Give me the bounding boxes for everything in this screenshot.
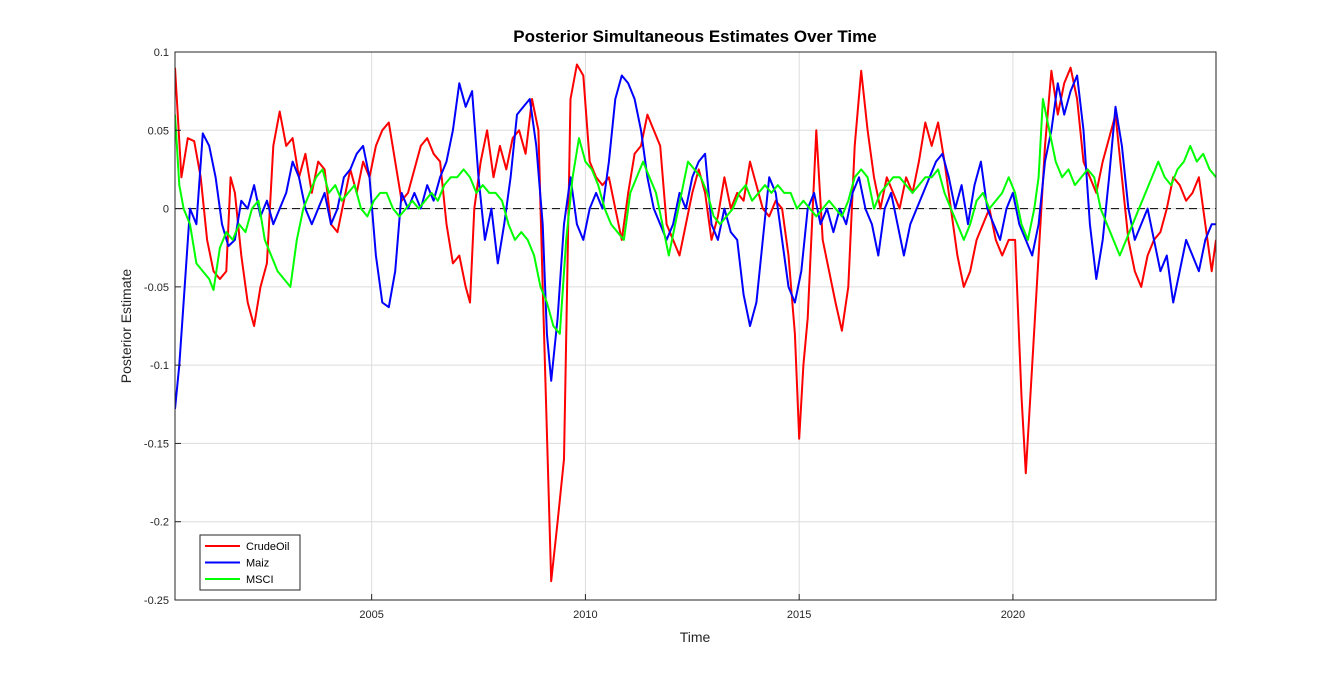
series-line-crudeoil (175, 63, 1216, 583)
x-axis-ticks: 2005 2010 2015 2020 (359, 594, 1025, 621)
y-tick-label: -0.05 (144, 282, 169, 294)
axes-background (175, 52, 1216, 600)
legend-items: CrudeOil Maiz MSCI (205, 541, 289, 586)
y-tick-label: 0.1 (154, 47, 169, 59)
series-line-msci (175, 98, 1216, 335)
x-tick-label: 2020 (1001, 609, 1025, 621)
x-axis-label: Time (680, 629, 711, 645)
x-tick-label: 2015 (787, 609, 811, 621)
y-tick-label: 0.05 (148, 125, 169, 137)
y-tick-label: -0.25 (144, 595, 169, 607)
y-axis-ticks: -0.25 -0.2 -0.15 -0.1 -0.05 0 0.05 0.1 (144, 47, 181, 607)
y-tick-label: -0.2 (150, 517, 169, 529)
legend-label-msci: MSCI (246, 574, 274, 586)
legend: CrudeOil Maiz MSCI (199, 534, 301, 591)
y-axis-label: Posterior Estimate (118, 269, 134, 384)
legend-label-crudeoil: CrudeOil (246, 541, 289, 553)
x-tick-label: 2010 (573, 609, 597, 621)
axes-frame (174, 51, 1217, 601)
series-lines (175, 63, 1216, 583)
y-tick-label: -0.1 (150, 360, 169, 372)
y-tick-label: -0.15 (144, 438, 169, 450)
chart-title: Posterior Simultaneous Estimates Over Ti… (513, 27, 876, 46)
y-tick-label: 0 (163, 204, 169, 216)
series-line-maiz (175, 74, 1216, 410)
x-tick-label: 2005 (359, 609, 383, 621)
legend-label-maiz: Maiz (246, 558, 269, 570)
plot-area: -0.25 -0.2 -0.15 -0.1 -0.05 0 0.05 0.1 2005 2010… (144, 47, 1217, 621)
